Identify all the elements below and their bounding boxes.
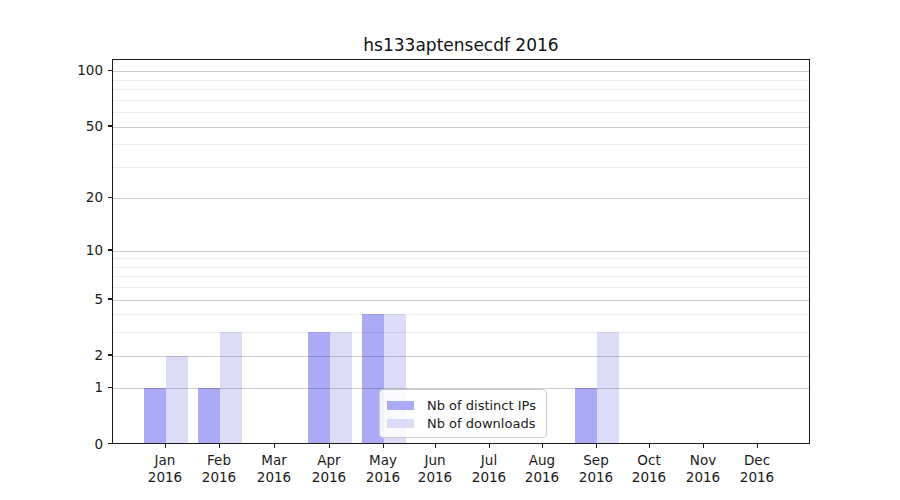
gridline-60 [113,112,809,113]
y-tick-mark [108,125,112,126]
x-tick-label-dec: Dec2016 [727,452,787,486]
x-tick-mark [596,444,597,448]
gridline-70 [113,100,809,101]
y-tick-label-1: 1 [63,380,103,394]
x-tick-mark [542,444,543,448]
x-tick-label-jun: Jun2016 [405,452,465,486]
y-tick-mark [108,70,112,71]
y-tick-label-100: 100 [63,63,103,77]
grid-layer [113,60,809,443]
gridline-2 [113,356,809,357]
legend-swatch-downloads [387,419,414,428]
y-tick-mark [108,354,112,355]
legend-label-downloads: Nb of downloads [427,416,535,431]
figure: hs133aptensecdf 2016 Nb of distinct IPs … [0,0,900,500]
gridline-8 [113,267,809,268]
x-tick-label-oct: Oct2016 [619,452,679,486]
y-tick-label-0: 0 [63,437,103,451]
x-tick-label-aug: Aug2016 [512,452,572,486]
gridline-7 [113,276,809,277]
x-tick-label-mar: Mar2016 [244,452,304,486]
x-tick-label-jan: Jan2016 [135,452,195,486]
gridline-100 [113,71,809,72]
gridline-90 [113,80,809,81]
legend-label-distinct-ips: Nb of distinct IPs [427,398,536,413]
x-tick-label-may: May2016 [353,452,413,486]
gridline-10 [113,251,809,252]
chart-title: hs133aptensecdf 2016 [112,35,810,55]
y-tick-label-5: 5 [63,292,103,306]
gridline-4 [113,314,809,315]
x-tick-mark [649,444,650,448]
gridline-5 [113,300,809,301]
y-tick-label-20: 20 [63,190,103,204]
gridline-80 [113,89,809,90]
gridline-20 [113,198,809,199]
y-tick-label-10: 10 [63,243,103,257]
gridline-50 [113,127,809,128]
x-tick-mark [703,444,704,448]
y-tick-label-2: 2 [63,348,103,362]
x-tick-label-nov: Nov2016 [673,452,733,486]
x-tick-label-apr: Apr2016 [299,452,359,486]
gridline-9 [113,258,809,259]
x-tick-mark [757,444,758,448]
plot-area: Nb of distinct IPs Nb of downloads [112,59,810,444]
gridline-6 [113,287,809,288]
gridline-40 [113,144,809,145]
x-tick-mark [435,444,436,448]
x-tick-mark [165,444,166,448]
y-tick-mark [108,298,112,299]
legend-row-downloads: Nb of downloads [387,415,538,431]
y-tick-mark [108,249,112,250]
y-tick-label-50: 50 [63,119,103,133]
x-tick-mark [329,444,330,448]
y-tick-mark [108,387,112,388]
gridline-30 [113,167,809,168]
legend-swatch-distinct-ips [387,401,414,410]
x-tick-mark [219,444,220,448]
y-tick-mark [108,197,112,198]
x-tick-mark [383,444,384,448]
x-tick-label-feb: Feb2016 [189,452,249,486]
x-tick-mark [274,444,275,448]
legend: Nb of distinct IPs Nb of downloads [379,389,547,438]
x-tick-mark [489,444,490,448]
gridline-3 [113,332,809,333]
legend-row-distinct-ips: Nb of distinct IPs [387,397,538,413]
x-tick-label-sep: Sep2016 [566,452,626,486]
x-tick-label-jul: Jul2016 [459,452,519,486]
y-tick-mark [108,443,112,444]
